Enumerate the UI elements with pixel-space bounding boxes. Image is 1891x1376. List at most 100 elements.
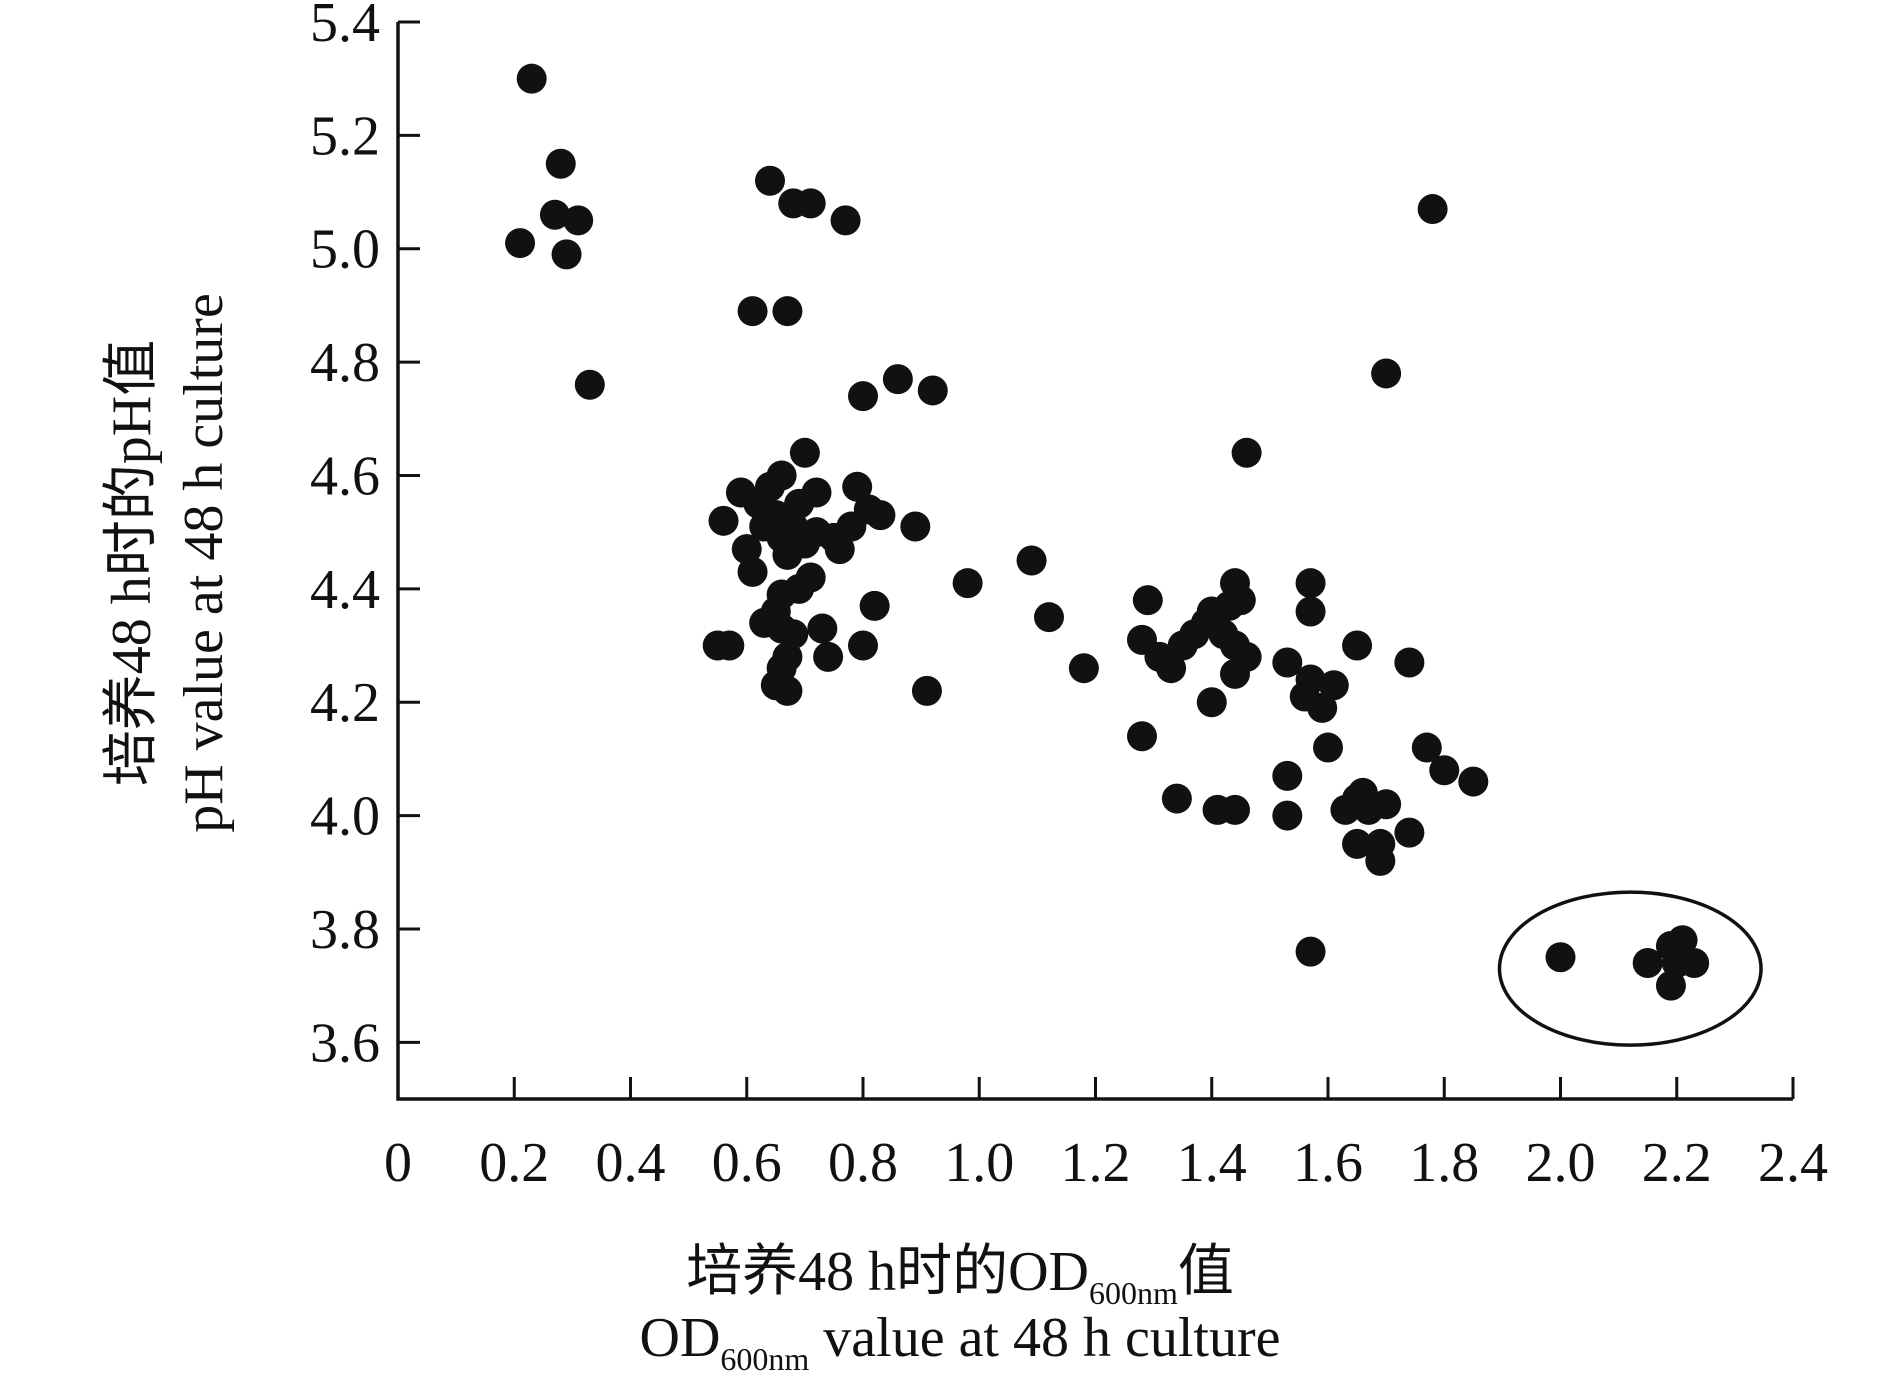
- data-point: [859, 590, 890, 621]
- x-axis-label-cn-suffix: 值: [1178, 1241, 1234, 1303]
- data-point: [1295, 936, 1326, 967]
- data-point: [1458, 766, 1489, 797]
- data-point: [772, 296, 803, 327]
- y-tick-label: 4.8: [310, 332, 380, 394]
- data-point: [1272, 800, 1303, 831]
- data-point: [772, 675, 803, 706]
- x-tick-label: 1.0: [944, 1132, 1014, 1194]
- x-tick-label: 1.8: [1409, 1132, 1479, 1194]
- data-point: [1220, 658, 1250, 689]
- data-point: [784, 488, 815, 519]
- x-tick-label: 0.4: [596, 1132, 666, 1194]
- data-point: [1295, 596, 1326, 627]
- y-tick-label: 4.0: [310, 786, 380, 848]
- data-point: [1231, 437, 1262, 468]
- x-tick-label: 2.0: [1526, 1132, 1596, 1194]
- data-point: [1365, 845, 1396, 876]
- data-point: [1632, 947, 1663, 978]
- data-point: [516, 63, 547, 94]
- data-point: [1127, 721, 1157, 752]
- data-point: [1313, 732, 1343, 763]
- x-tick-label: 0.6: [712, 1132, 782, 1194]
- y-tick-label: 5.4: [310, 0, 380, 54]
- y-tick-label: 3.8: [310, 899, 380, 961]
- data-point: [545, 148, 576, 179]
- data-point: [708, 505, 739, 536]
- data-point: [778, 619, 809, 650]
- data-point: [882, 364, 913, 395]
- data-point: [772, 539, 803, 570]
- y-axis-label-cn: 培养48 h时的pH值: [101, 340, 163, 786]
- data-point: [539, 199, 570, 230]
- data-point: [1034, 602, 1064, 633]
- data-point: [917, 375, 948, 406]
- data-point: [1272, 760, 1303, 791]
- data-point: [900, 511, 931, 542]
- data-point: [789, 437, 820, 468]
- data-point: [1225, 585, 1256, 616]
- data-point: [1394, 817, 1425, 848]
- data-point: [1272, 647, 1303, 678]
- y-axis-label: 培养48 h时的pH值 pH value at 48 h culture: [101, 293, 235, 833]
- y-tick-label: 5.0: [310, 219, 380, 281]
- x-axis-label-en-prefix: OD: [640, 1307, 721, 1369]
- data-point: [737, 296, 768, 327]
- data-point: [865, 500, 896, 531]
- data-point: [1342, 828, 1373, 859]
- data-point: [1318, 670, 1349, 701]
- data-point: [714, 630, 745, 661]
- data-point: [952, 568, 983, 599]
- data-point: [505, 228, 536, 259]
- x-tick-label: 2.2: [1642, 1132, 1712, 1194]
- data-point: [1161, 783, 1192, 814]
- data-point: [737, 556, 768, 587]
- y-tick-label: 4.2: [310, 672, 380, 734]
- x-tick-label: 0.2: [479, 1132, 549, 1194]
- axis-ticks: 3.6 3.8 4.0 4.2 4.4 4.6 4.8 5.0 5.2 5.4 0 0.2 0.4 0.6…: [310, 0, 1828, 1194]
- y-axis-label-en: pH value at 48 h culture: [173, 293, 235, 833]
- data-point: [842, 471, 873, 502]
- x-axis-label-en: OD600nm value at 48 h culture: [640, 1307, 1281, 1376]
- data-point: [848, 630, 878, 661]
- data-point: [1132, 585, 1163, 616]
- data-point: [830, 205, 861, 236]
- axis-lines: [396, 22, 1793, 1101]
- x-axis-label-cn: 培养48 h时的OD600nm值: [686, 1241, 1234, 1311]
- x-tick-label: 2.4: [1758, 1132, 1828, 1194]
- data-point: [1068, 653, 1099, 684]
- data-point: [1016, 545, 1047, 576]
- data-point: [795, 188, 826, 219]
- data-point: [1307, 692, 1338, 723]
- data-point: [1429, 755, 1460, 786]
- data-point: [1417, 194, 1448, 225]
- y-tick-label: 4.6: [310, 445, 380, 507]
- data-point: [1411, 732, 1442, 763]
- x-axis-label-cn-subscript: 600nm: [1089, 1275, 1178, 1311]
- y-tick-label: 4.4: [310, 559, 380, 621]
- data-point: [1655, 970, 1686, 1001]
- x-axis-label-en-suffix: value at 48 h culture: [809, 1307, 1280, 1369]
- data-point: [1545, 942, 1576, 973]
- x-tick-label: 0: [384, 1132, 412, 1194]
- data-point: [1679, 947, 1710, 978]
- data-point: [755, 165, 785, 196]
- x-axis-label-cn-prefix: 培养48 h时的OD: [686, 1241, 1089, 1303]
- data-point: [551, 239, 582, 270]
- y-tick-label: 5.2: [310, 105, 380, 167]
- data-point: [1371, 358, 1402, 389]
- data-point: [1394, 647, 1425, 678]
- data-point: [911, 675, 942, 706]
- data-point: [563, 205, 594, 236]
- data-point: [1156, 653, 1187, 684]
- x-tick-label: 1.4: [1177, 1132, 1247, 1194]
- x-tick-label: 1.6: [1293, 1132, 1363, 1194]
- y-tick-label: 3.6: [310, 1012, 380, 1074]
- x-axis-label-en-subscript: 600nm: [720, 1341, 809, 1376]
- x-tick-label: 1.2: [1061, 1132, 1131, 1194]
- data-points: [505, 63, 1710, 1001]
- data-point: [574, 369, 605, 400]
- data-point: [1371, 789, 1402, 820]
- data-point: [1295, 568, 1326, 599]
- data-point: [807, 613, 838, 644]
